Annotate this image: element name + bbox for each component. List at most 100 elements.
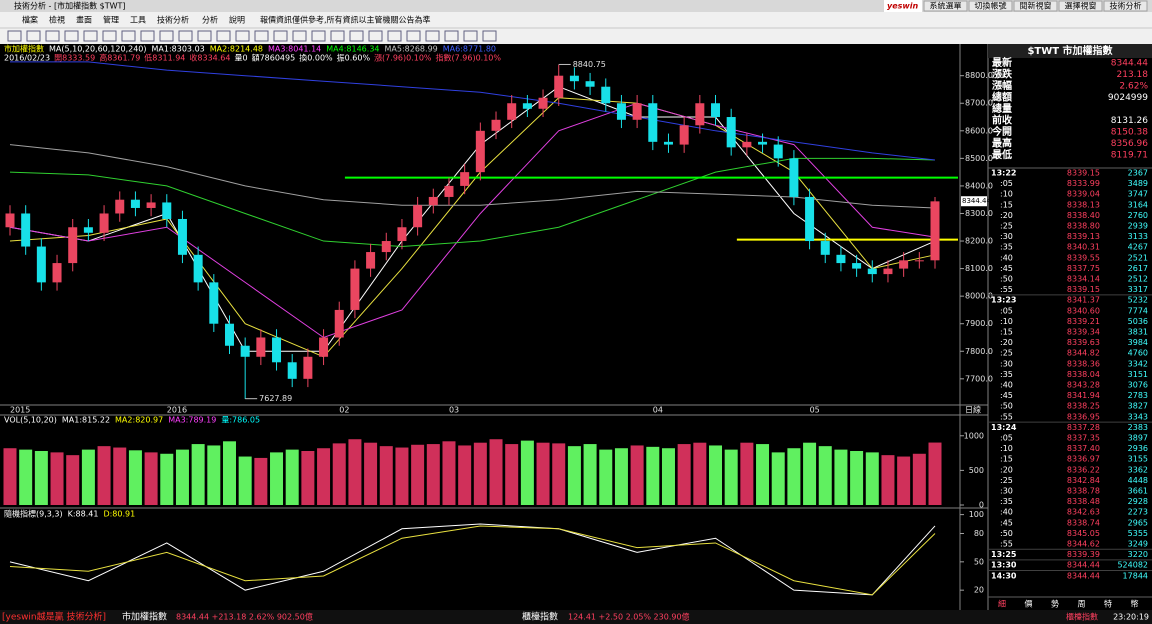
window-button-label[interactable]: 閱新視窗: [1020, 1, 1052, 11]
toolbar-icon[interactable]: [45, 30, 60, 42]
x-tick-label: 2015: [10, 406, 30, 415]
toolbar-icon[interactable]: [406, 30, 421, 42]
menu-item[interactable]: 檢視: [49, 15, 65, 25]
tick-time: :25: [1000, 476, 1013, 485]
tick-price: 8339.21: [1067, 317, 1100, 326]
tick-price: 8338.48: [1067, 497, 1100, 506]
panel-tab[interactable]: 細: [998, 599, 1006, 609]
panel-tab[interactable]: 幣: [1131, 599, 1139, 609]
toolbar-icon[interactable]: [444, 30, 459, 42]
panel-header: 市加權指數: [4, 44, 44, 54]
tick-time: :35: [1000, 497, 1013, 506]
toolbar-icon[interactable]: [273, 30, 288, 42]
window-button-label[interactable]: 選擇視窗: [1065, 1, 1097, 11]
toolbar-icon[interactable]: [425, 30, 440, 42]
candle-body: [726, 117, 736, 148]
menu-item[interactable]: 管理: [103, 15, 119, 25]
panel-subheader: 換0.00%: [299, 53, 333, 63]
window-button-label[interactable]: 技術分析: [1110, 1, 1142, 11]
window-button-label[interactable]: 切換帳號: [975, 1, 1007, 11]
volume-bar: [160, 453, 174, 505]
toolbar-icon[interactable]: [254, 30, 269, 42]
window-button[interactable]: [1103, 0, 1148, 12]
tick-time: :30: [1000, 232, 1013, 241]
panel-tab[interactable]: 價: [1025, 600, 1033, 609]
volume-bar: [332, 443, 346, 505]
candle-body: [21, 213, 31, 247]
window-button[interactable]: [968, 0, 1013, 12]
tick-price: 8338.78: [1067, 487, 1100, 496]
toolbar-icon[interactable]: [197, 30, 212, 42]
toolbar-icon[interactable]: [235, 30, 250, 42]
tick-price: 8340.60: [1067, 306, 1100, 315]
status-index: 櫃檯指數: [522, 611, 558, 623]
tick-volume: 2273: [1128, 508, 1148, 517]
tick-volume: 3151: [1128, 370, 1148, 379]
toolbar-icon[interactable]: [387, 30, 402, 42]
status-quote: 8344.44 +213.18 2.62% 902.50億: [176, 612, 313, 622]
toolbar-icon[interactable]: [7, 30, 22, 42]
toolbar-icon[interactable]: [159, 30, 174, 42]
status-quote: 124.41 +2.50 2.05% 230.90億: [568, 612, 690, 622]
volume-bar: [34, 451, 48, 505]
last-price: 8344.44: [962, 197, 991, 205]
volume-bar: [630, 445, 644, 505]
toolbar-icon[interactable]: [83, 30, 98, 42]
menu-item[interactable]: 畫面: [76, 15, 92, 25]
tick-time: :10: [1000, 190, 1013, 199]
window-button-label[interactable]: 系統選單: [930, 1, 962, 11]
candle-body: [507, 103, 517, 120]
panel-tab[interactable]: 特: [1104, 599, 1112, 609]
y-tick-label: 500: [969, 466, 984, 475]
toolbar-icon[interactable]: [64, 30, 79, 42]
tick-price: 8339.13: [1067, 232, 1100, 241]
toolbar-icon[interactable]: [216, 30, 231, 42]
window-button[interactable]: [923, 0, 968, 12]
menu-item[interactable]: 分析: [202, 15, 218, 25]
menu-item[interactable]: 檔案: [22, 15, 38, 25]
tick-volume: 5036: [1128, 317, 1148, 326]
panel-tab[interactable]: 勢: [1051, 599, 1059, 609]
candle-body: [538, 97, 548, 109]
volume-bar: [348, 439, 362, 505]
tick-volume: 2383: [1128, 423, 1148, 432]
tick-time: :45: [1000, 264, 1013, 273]
tick-time: :15: [1000, 200, 1013, 209]
volume-bar: [520, 440, 534, 505]
candle-body: [883, 268, 893, 275]
toolbar-icon[interactable]: [178, 30, 193, 42]
toolbar-icon[interactable]: [463, 30, 478, 42]
toolbar-icon[interactable]: [330, 30, 345, 42]
quote-label: 最低: [992, 148, 1012, 161]
candle-body: [444, 185, 454, 197]
panel-subheader: 額7860495: [252, 53, 296, 63]
toolbar-icon[interactable]: [349, 30, 364, 42]
panel-subheader: 開8333.59: [54, 54, 95, 63]
window-button[interactable]: [1013, 0, 1058, 12]
tick-time: :05: [1000, 434, 1013, 443]
menu-item[interactable]: 工具: [130, 16, 146, 25]
quote-label: 前收: [992, 114, 1012, 127]
toolbar-icon[interactable]: [26, 30, 41, 42]
menu-item[interactable]: 說明: [229, 15, 245, 25]
window-button[interactable]: [1058, 0, 1103, 12]
tick-price: 8336.95: [1067, 412, 1100, 421]
tick-time: :40: [1000, 381, 1013, 390]
y-tick-label: 50: [974, 557, 984, 566]
tick-time: :05: [1000, 306, 1013, 315]
toolbar-icon[interactable]: [102, 30, 117, 42]
panel-tab[interactable]: 周: [1078, 600, 1086, 609]
quote-title: $TWT 市加權指數: [1027, 44, 1112, 57]
volume-bar: [865, 452, 879, 505]
toolbar-icon[interactable]: [368, 30, 383, 42]
tick-time: :20: [1000, 465, 1013, 474]
toolbar-icon[interactable]: [311, 30, 326, 42]
toolbar-icon[interactable]: [140, 30, 155, 42]
candle-body: [177, 218, 187, 255]
candle-body: [820, 241, 830, 255]
tick-price: 8344.44: [1067, 571, 1100, 580]
toolbar-icon[interactable]: [292, 30, 307, 42]
toolbar-icon[interactable]: [121, 30, 136, 42]
toolbar-icon[interactable]: [482, 30, 497, 42]
menu-item[interactable]: 技術分析: [157, 15, 189, 25]
